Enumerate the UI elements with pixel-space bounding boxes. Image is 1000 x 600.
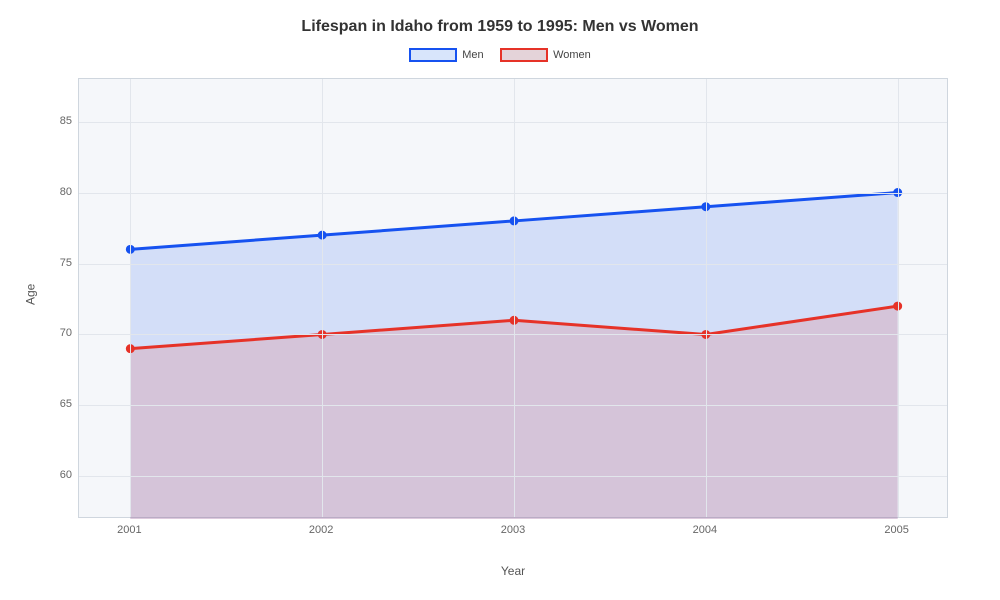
grid-horizontal: [79, 334, 947, 335]
x-tick-label: 2002: [309, 524, 333, 536]
grid-horizontal: [79, 193, 947, 194]
x-tick-label: 2001: [117, 524, 141, 536]
grid-vertical: [322, 79, 323, 517]
grid-horizontal: [79, 405, 947, 406]
legend-item-women[interactable]: Women: [500, 48, 591, 62]
grid-vertical: [898, 79, 899, 517]
chart-legend: Men Women: [0, 48, 1000, 67]
legend-item-men[interactable]: Men: [409, 48, 483, 62]
legend-swatch-women: [500, 48, 548, 62]
grid-horizontal: [79, 122, 947, 123]
y-tick-label: 85: [48, 115, 72, 127]
chart-title: Lifespan in Idaho from 1959 to 1995: Men…: [0, 18, 1000, 36]
legend-swatch-men: [409, 48, 457, 62]
x-tick-label: 2005: [884, 524, 908, 536]
grid-vertical: [130, 79, 131, 517]
plot-area: [78, 78, 948, 518]
x-tick-label: 2004: [693, 524, 717, 536]
y-tick-label: 75: [48, 257, 72, 269]
x-tick-label: 2003: [501, 524, 525, 536]
chart-svg: [79, 79, 947, 517]
grid-vertical: [514, 79, 515, 517]
y-axis-label: Age: [24, 284, 38, 305]
y-tick-label: 70: [48, 327, 72, 339]
grid-horizontal: [79, 476, 947, 477]
y-tick-label: 80: [48, 186, 72, 198]
y-tick-label: 60: [48, 469, 72, 481]
y-tick-label: 65: [48, 398, 72, 410]
chart-container: Lifespan in Idaho from 1959 to 1995: Men…: [0, 0, 1000, 600]
grid-vertical: [706, 79, 707, 517]
grid-horizontal: [79, 264, 947, 265]
legend-label-women: Women: [553, 49, 591, 61]
x-axis-label: Year: [78, 564, 948, 578]
legend-label-men: Men: [462, 49, 483, 61]
